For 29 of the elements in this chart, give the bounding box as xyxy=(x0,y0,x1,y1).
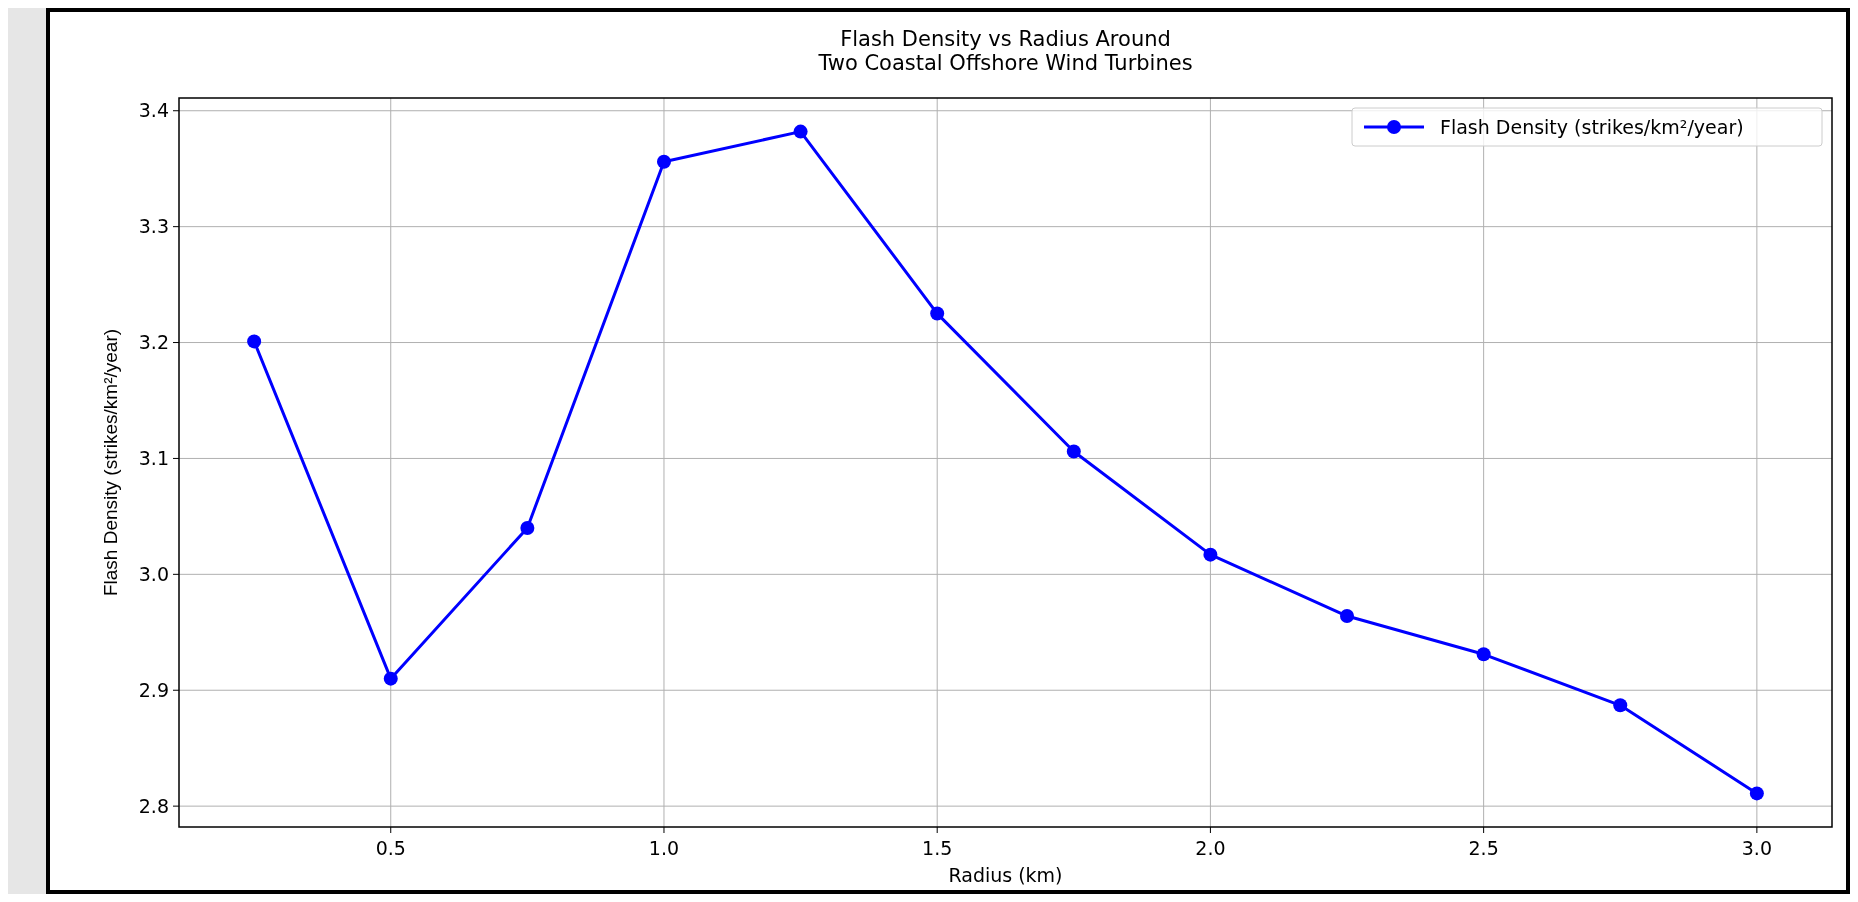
y-tick-label: 3.4 xyxy=(138,99,169,122)
point xyxy=(520,520,535,535)
y-tick-label: 2.9 xyxy=(138,678,169,701)
point xyxy=(656,154,671,169)
point xyxy=(1476,647,1491,662)
x-tick-label: 0.5 xyxy=(375,837,406,859)
y-tick-label: 3.0 xyxy=(138,562,169,585)
point xyxy=(793,124,808,139)
x-axis-title: Radius (km) xyxy=(948,864,1063,886)
point xyxy=(247,334,262,349)
y-tick-label: 2.8 xyxy=(138,794,169,817)
point xyxy=(383,671,398,686)
point xyxy=(1340,609,1355,624)
point xyxy=(930,306,945,321)
x-tick-label: 1.0 xyxy=(648,837,680,859)
x-tick-label: 3.0 xyxy=(1741,837,1772,859)
point xyxy=(1066,444,1081,459)
chart-title: Flash Density vs Radius Around Two Coastal Offshore Wind Turbines xyxy=(817,27,1193,75)
point xyxy=(1749,786,1764,801)
x-tick-label: 1.5 xyxy=(922,837,953,859)
x-tick-label: 2.5 xyxy=(1468,837,1499,859)
point xyxy=(1613,698,1628,713)
y-tick-label: 3.1 xyxy=(138,447,169,470)
y-axis-title: Flash Density (strikes/km²/year) xyxy=(100,328,121,597)
y-tick-label: 3.2 xyxy=(138,331,169,354)
legend-label: Flash Density (strikes/km²/year) xyxy=(1440,115,1744,138)
y-tick-label: 3.3 xyxy=(138,215,169,238)
point xyxy=(1203,547,1218,562)
x-tick-label: 2.0 xyxy=(1195,837,1226,859)
